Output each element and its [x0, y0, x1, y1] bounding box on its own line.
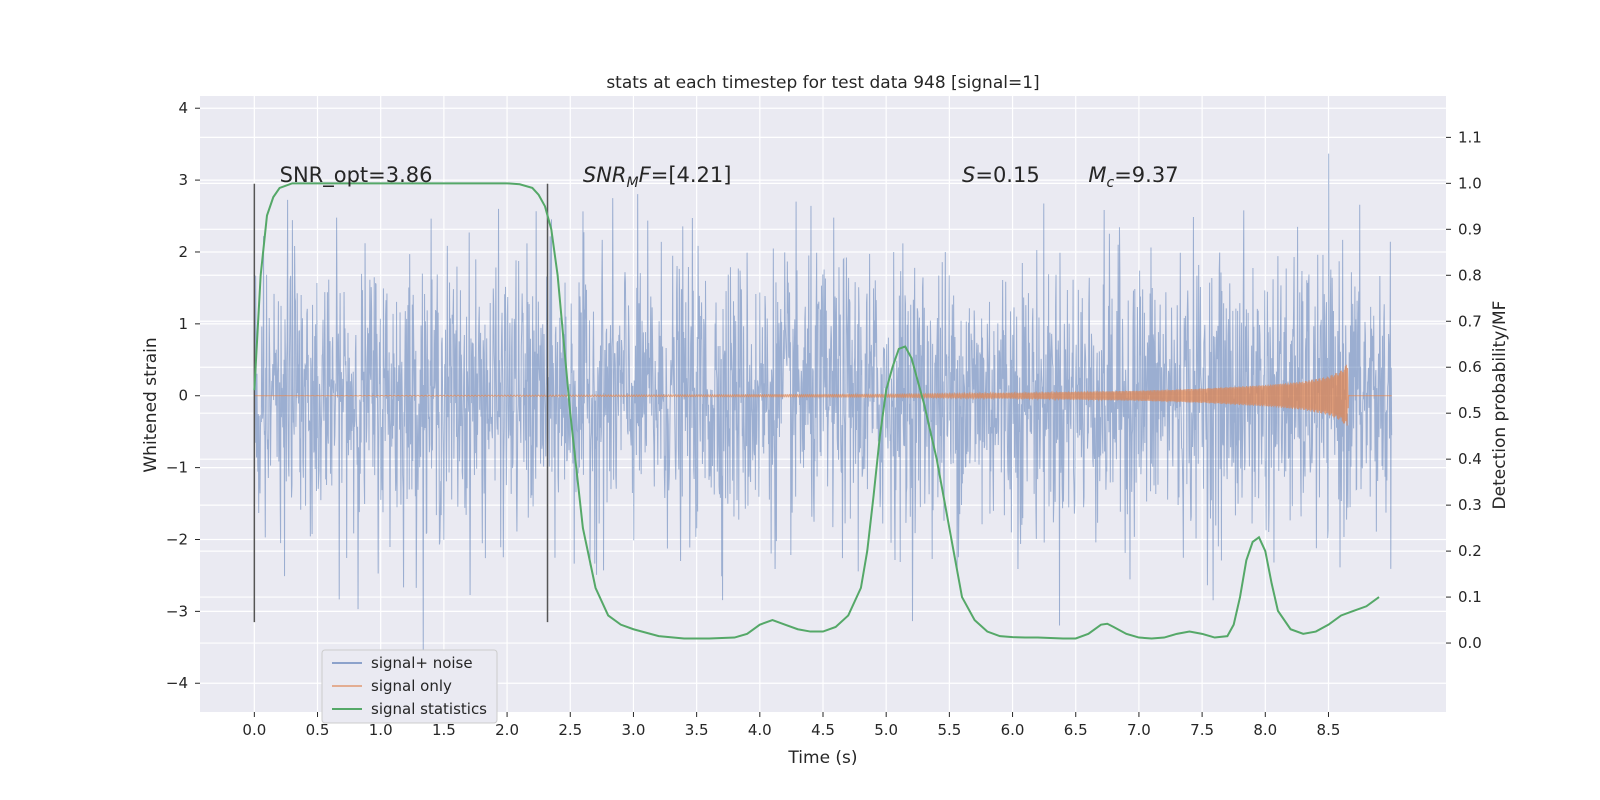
x-tick-label-1: 0.5	[306, 721, 330, 739]
series-signal-statistics-line	[253, 182, 1380, 640]
legend-label-signal-only: signal only	[371, 677, 452, 695]
series-signal-noise-line	[253, 153, 1393, 652]
y-right-tick-label-0: 1.1	[1458, 128, 1482, 146]
x-tick-label-13: 6.5	[1064, 721, 1088, 739]
legend-label-signal-noise: signal+ noise	[371, 654, 473, 672]
x-tick-label-10: 5.0	[874, 721, 898, 739]
y-right-tick-label-5: 0.6	[1458, 358, 1482, 376]
legend-label-signal-statistics: signal statistics	[371, 700, 487, 718]
y-left-tick-label-1: 3	[178, 171, 188, 189]
legend: signal+ noise signal only signal statist…	[321, 649, 498, 724]
y-left-tick-label-6: −2	[166, 530, 188, 548]
y-left-axis-ticks: 4 3 2 1 0 −1 −2 −3 −4	[166, 99, 200, 692]
x-tick-label-16: 8.0	[1253, 721, 1277, 739]
y-left-tick-label-8: −4	[166, 674, 188, 692]
x-tick-label-0: 0.0	[242, 721, 266, 739]
y-right-axis-ticks: 1.1 1.0 0.9 0.8 0.7 0.6 0.5 0.4 0.3 0.2 0.1 0.0	[1446, 128, 1482, 652]
annotation-0: SNR_opt=3.86	[280, 163, 433, 188]
y-left-axis-label: Whitened strain	[141, 337, 161, 472]
x-tick-label-7: 3.5	[685, 721, 709, 739]
x-tick-label-14: 7.0	[1127, 721, 1151, 739]
x-tick-label-5: 2.5	[558, 721, 582, 739]
chart-title: stats at each timestep for test data 948…	[606, 73, 1039, 93]
vertical-markers	[253, 183, 549, 623]
signal-noise-series	[253, 153, 1393, 652]
y-right-tick-label-7: 0.4	[1458, 450, 1482, 468]
x-tick-label-17: 8.5	[1317, 721, 1341, 739]
x-tick-label-15: 7.5	[1190, 721, 1214, 739]
y-right-tick-label-10: 0.1	[1458, 588, 1482, 606]
y-right-tick-label-9: 0.2	[1458, 542, 1482, 560]
x-axis-label: Time (s)	[787, 748, 857, 768]
x-tick-label-6: 3.0	[622, 721, 646, 739]
y-left-tick-label-4: 0	[178, 387, 188, 405]
x-tick-label-2: 1.0	[369, 721, 393, 739]
series-signal-only-line	[254, 364, 1392, 426]
x-tick-label-4: 2.0	[495, 721, 519, 739]
y-right-tick-label-6: 0.5	[1458, 404, 1482, 422]
x-tick-label-3: 1.5	[432, 721, 456, 739]
y-right-tick-label-2: 0.9	[1458, 220, 1482, 238]
annotation-2: S=0.15	[962, 163, 1040, 187]
legend-box	[321, 649, 498, 724]
x-tick-label-9: 4.5	[811, 721, 835, 739]
x-tick-label-11: 5.5	[937, 721, 961, 739]
y-left-tick-label-0: 4	[178, 99, 188, 117]
y-right-tick-label-3: 0.8	[1458, 266, 1482, 284]
annotation-1: SNRMF=[4.21]	[583, 163, 732, 191]
x-tick-label-8: 4.0	[748, 721, 772, 739]
y-right-tick-label-8: 0.3	[1458, 496, 1482, 514]
y-right-axis-label: Detection probability/MF	[1490, 301, 1510, 510]
y-left-tick-label-7: −3	[166, 602, 188, 620]
y-right-tick-label-11: 0.0	[1458, 634, 1482, 652]
x-tick-label-12: 6.0	[1001, 721, 1025, 739]
y-right-tick-label-4: 0.7	[1458, 312, 1482, 330]
signal-statistics-series	[253, 182, 1380, 640]
y-left-tick-label-2: 2	[178, 243, 188, 261]
x-axis-ticks: 0.0 0.5 1.0 1.5 2.0 2.5 3.0 3.5 4.0 4.5 5.0 5.5 6.0 6…	[242, 712, 1340, 739]
annotation-3: Mc=9.37	[1088, 163, 1178, 191]
signal-only-series	[254, 364, 1392, 426]
annotations: SNR_opt=3.86 SNRMF=[4.21] S=0.15 Mc=9.37	[280, 163, 1179, 191]
y-left-tick-label-5: −1	[166, 459, 188, 477]
y-right-tick-label-1: 1.0	[1458, 174, 1482, 192]
y-left-tick-label-3: 1	[178, 315, 188, 333]
